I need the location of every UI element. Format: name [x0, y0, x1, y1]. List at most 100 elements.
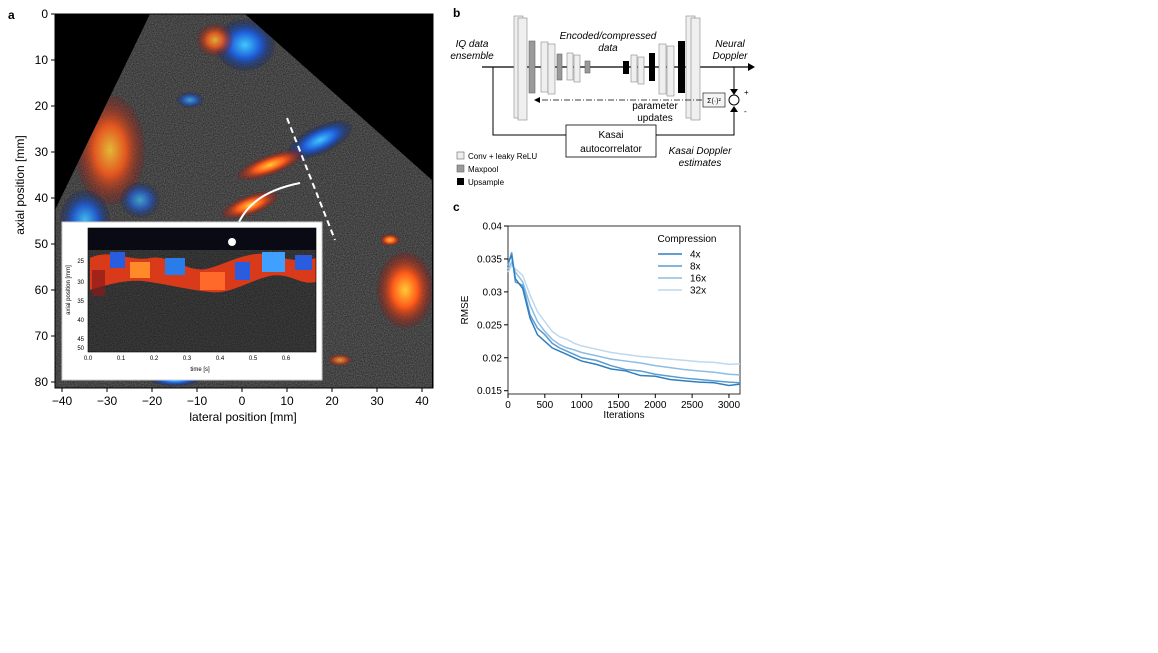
- encoded-label: Encoded/compressed: [560, 31, 657, 42]
- y-axis-label: RMSE: [460, 295, 471, 324]
- kasai-box-label: autocorrelator: [580, 144, 642, 155]
- plus-sign: +: [744, 88, 749, 97]
- parameter-label: parameter: [632, 101, 678, 112]
- inset-y-label: axial position [mm]: [66, 265, 72, 315]
- x-tick-label: 10: [280, 394, 294, 408]
- inset-y-tick: 50: [77, 346, 84, 352]
- y-tick-label: 0.04: [483, 222, 503, 233]
- encoded-label: data: [598, 43, 618, 54]
- x-tick-label: 1500: [607, 400, 630, 411]
- kasai-estimates-label: estimates: [679, 158, 722, 169]
- y-tick-label: 20: [35, 99, 49, 113]
- panel-a-yaxis: 0 10 20 30 40 50 60 70 80 axial position…: [13, 7, 55, 389]
- inset-x-tick: 0.3: [183, 356, 192, 362]
- legend-label: 4x: [690, 250, 701, 261]
- sum-node: [728, 94, 740, 106]
- y-tick-label: 0.025: [477, 320, 502, 331]
- x-axis-label: lateral position [mm]: [189, 410, 296, 424]
- legend-swatch-conv: [456, 151, 465, 160]
- plot-frame: [507, 225, 741, 395]
- panel-b-diagram: IQ data ensemble Encoded/compressed data…: [450, 15, 755, 187]
- inset-x-tick: 0.6: [282, 356, 291, 362]
- panel-a-inset: 25 30 35 40 45 50 axial position [mm] 0.…: [61, 221, 323, 381]
- x-tick-label: 0: [505, 400, 511, 411]
- inset-x-tick: 0.0: [84, 356, 93, 362]
- x-tick-label: −30: [97, 394, 118, 408]
- series-line-4x: [507, 253, 741, 387]
- network-layers: [513, 15, 701, 121]
- legend-title: Compression: [658, 234, 717, 245]
- inset-y-tick: 30: [77, 280, 84, 286]
- x-tick-label: 500: [536, 400, 553, 411]
- legend-label: Conv + leaky ReLU: [468, 152, 537, 161]
- panel-a-xaxis: −40 −30 −20 −10 0 10 20 30 40 lateral po…: [52, 388, 429, 424]
- x-tick-label: 3000: [718, 400, 741, 411]
- legend-label: 8x: [690, 262, 701, 273]
- panel-b-label: b: [453, 6, 461, 20]
- panel-a-label: a: [8, 8, 15, 22]
- measurement-line: [286, 117, 336, 241]
- loss-box: [702, 92, 726, 108]
- inset-x-tick: 0.5: [249, 356, 258, 362]
- y-tick-label: 0.035: [477, 254, 502, 265]
- inset-y-tick: 25: [77, 259, 84, 265]
- legend-swatch-maxpool: [456, 164, 465, 173]
- output-label: Doppler: [712, 51, 748, 62]
- legend-label: 32x: [690, 286, 706, 297]
- x-tick-label: 0: [239, 394, 246, 408]
- input-label: IQ data: [456, 39, 489, 50]
- y-tick-label: 0.03: [483, 287, 503, 298]
- layer-legend: Conv + leaky ReLU Maxpool Upsample: [456, 151, 537, 187]
- x-tick-label: −20: [142, 394, 163, 408]
- y-tick-label: 80: [35, 375, 49, 389]
- x-tick-label: 2500: [681, 400, 704, 411]
- minus-sign: -: [744, 107, 747, 116]
- y-tick-label: 40: [35, 191, 49, 205]
- x-tick-label: 20: [325, 394, 339, 408]
- y-tick-label: 30: [35, 145, 49, 159]
- x-tick-label: 2000: [644, 400, 667, 411]
- x-tick-label: 1000: [571, 400, 594, 411]
- inset-x-tick: 0.1: [117, 356, 126, 362]
- output-arrow: [748, 63, 755, 71]
- inset-y-tick: 40: [77, 318, 84, 324]
- x-tick-label: 40: [415, 394, 429, 408]
- legend-label: Maxpool: [468, 165, 498, 174]
- inset-y-tick: 35: [77, 299, 84, 305]
- y-tick-label: 60: [35, 283, 49, 297]
- input-label: ensemble: [450, 51, 494, 62]
- y-tick-label: 0.02: [483, 353, 503, 364]
- kasai-box-label: Kasai: [598, 130, 623, 141]
- y-tick-label: 10: [35, 53, 49, 67]
- y-tick-label: 70: [35, 329, 49, 343]
- legend-label: Upsample: [468, 178, 505, 187]
- series-line-16x: [507, 260, 741, 376]
- kasai-box: [565, 124, 657, 158]
- x-tick-label: −40: [52, 394, 73, 408]
- y-tick-label: 0: [41, 7, 48, 21]
- series-line-8x: [507, 252, 741, 384]
- panel-c-chart: 0 500 1000 1500 2000 2500 3000 0.015 0.02 0.025 0.…: [460, 222, 741, 422]
- kasai-estimates-label: Kasai Doppler: [669, 146, 732, 157]
- inset-y-tick: 45: [77, 337, 84, 343]
- output-label: Neural: [715, 39, 745, 50]
- series-line-32x: [507, 264, 741, 366]
- inset-x-label: time [s]: [190, 367, 210, 373]
- loss-label: Σ(·)²: [707, 98, 721, 105]
- x-axis-label: Iterations: [603, 410, 644, 421]
- legend-label: 16x: [690, 274, 706, 285]
- panel-a-frame: [54, 13, 434, 389]
- x-tick-label: 30: [370, 394, 384, 408]
- panel-a-ultrasound: 0 10 20 30 40 50 60 70 80 axial position…: [13, 7, 434, 424]
- y-axis-label: axial position [mm]: [13, 135, 27, 234]
- x-tick-label: −10: [187, 394, 208, 408]
- inset-x-tick: 0.2: [150, 356, 159, 362]
- legend-swatch-upsample: [457, 178, 464, 185]
- y-tick-label: 0.015: [477, 386, 502, 397]
- inset-x-tick: 0.4: [216, 356, 225, 362]
- panel-c-label: c: [453, 200, 460, 214]
- y-tick-label: 50: [35, 237, 49, 251]
- parameter-label: updates: [637, 113, 673, 124]
